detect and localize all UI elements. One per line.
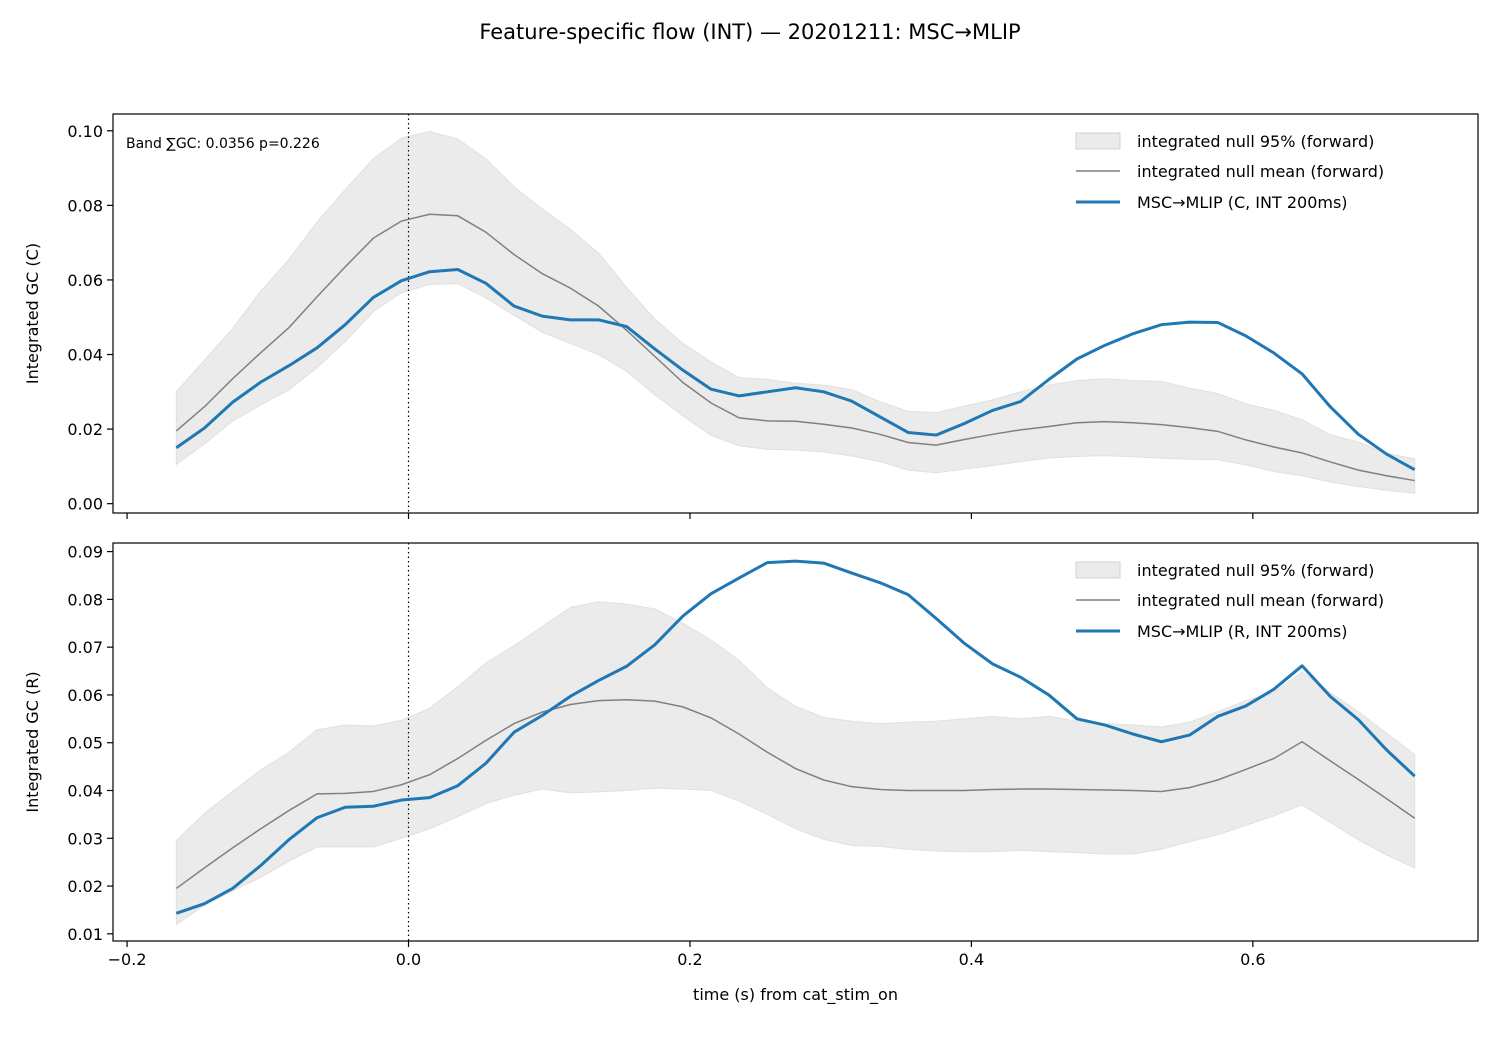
band-gc-annotation: Band ∑GC: 0.0356 p=0.226 — [126, 136, 320, 152]
y-tick-label: 0.04 — [67, 346, 103, 365]
panel-top: 0.00 0.02 0.04 0.06 0.08 0.10 Integrated GC (C… — [23, 113, 1479, 519]
legend-label: MSC→MLIP (R, INT 200ms) — [1137, 622, 1348, 641]
y-axis-label: Integrated GC (R) — [23, 671, 42, 812]
x-tick-label: 0.4 — [959, 950, 984, 969]
y-tick-label: 0.08 — [67, 196, 103, 215]
gc-series-line — [175, 559, 1416, 915]
plot-area — [175, 114, 1416, 513]
legend-label: integrated null mean (forward) — [1137, 591, 1384, 610]
y-tick-label: 0.07 — [67, 638, 103, 657]
gc-series-line — [175, 268, 1416, 472]
null-band-area — [175, 601, 1416, 926]
y-tick-label: 0.03 — [67, 829, 103, 848]
y-tick-label: 0.04 — [67, 781, 103, 800]
y-tick-label: 0.09 — [67, 543, 103, 562]
axes-frame — [112, 542, 1479, 942]
x-axis-label: time (s) from cat_stim_on — [693, 985, 898, 1005]
legend-label: integrated null 95% (forward) — [1137, 132, 1374, 151]
x-tick-label: −0.2 — [108, 950, 147, 969]
y-tick-label: 0.10 — [67, 122, 103, 141]
y-tick-label: 0.00 — [67, 495, 103, 514]
null-mean-line — [175, 698, 1416, 890]
y-tick-label: 0.06 — [67, 271, 103, 290]
y-tick-label: 0.02 — [67, 877, 103, 896]
axes-frame — [112, 113, 1479, 514]
y-tick-label: 0.08 — [67, 590, 103, 609]
legend: integrated null 95% (forward) integrated … — [1075, 561, 1384, 641]
plot-area — [175, 543, 1416, 941]
y-axis-label: Integrated GC (C) — [23, 243, 42, 384]
panel-bottom: 0.01 0.02 0.03 0.04 0.05 0.06 0.07 0.08 0.09 −0.2… — [23, 542, 1479, 1005]
x-tick-label: 0.6 — [1240, 950, 1265, 969]
x-tick-label: 0.2 — [677, 950, 702, 969]
legend-label: integrated null mean (forward) — [1137, 162, 1384, 181]
y-tick-label: 0.02 — [67, 420, 103, 439]
legend-label: MSC→MLIP (C, INT 200ms) — [1137, 193, 1348, 212]
null-mean-line — [175, 213, 1415, 482]
legend-label: integrated null 95% (forward) — [1137, 561, 1374, 580]
x-tick-label: 0.0 — [396, 950, 421, 969]
legend-band-swatch — [1075, 132, 1121, 150]
figure-title: Feature-specific flow (INT) — 20201211: … — [479, 20, 1020, 44]
legend-band-swatch — [1075, 561, 1121, 579]
null-band-area — [175, 131, 1416, 494]
legend: integrated null 95% (forward) integrated … — [1075, 132, 1384, 212]
y-tick-label: 0.06 — [67, 686, 103, 705]
y-tick-label: 0.01 — [67, 925, 103, 944]
y-tick-label: 0.05 — [67, 734, 103, 753]
